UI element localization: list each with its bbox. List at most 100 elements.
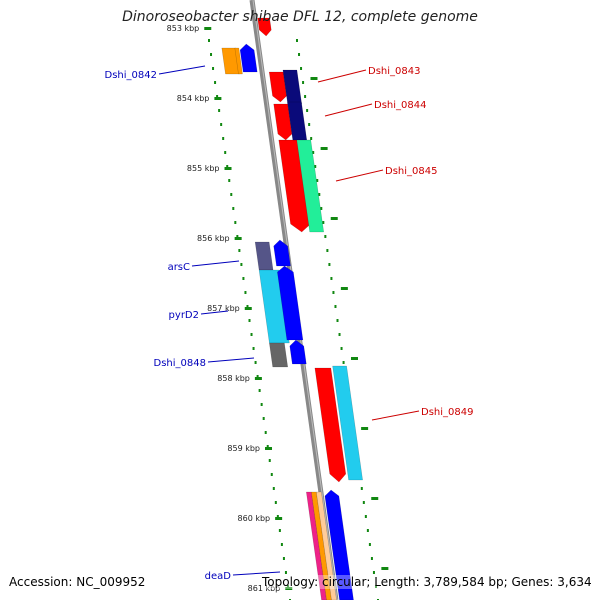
gene-label-dshi_0844: Dshi_0844 (374, 100, 426, 111)
ruler-dot (236, 235, 239, 238)
guide-dot (340, 347, 343, 350)
label-leader-line (232, 571, 281, 576)
guide-dot (334, 305, 337, 308)
gene-glyph (273, 239, 291, 267)
guide-dot (310, 137, 313, 140)
ruler-major-tick (254, 377, 262, 380)
ruler-dot (274, 501, 277, 504)
scale-label: 854 kbp (177, 94, 210, 103)
guide-dot (308, 123, 311, 126)
ruler-dot (284, 571, 287, 574)
gene-label-dshi_0845: Dshi_0845 (385, 166, 437, 177)
ruler-dot (248, 319, 251, 322)
ruler-dot (252, 347, 255, 350)
genome-summary: Topology: circular; Length: 3,789,584 bp… (262, 575, 592, 589)
gene-glyph (314, 367, 347, 483)
gene-label-dshi_0848: Dshi_0848 (154, 358, 206, 369)
guide-dot (338, 333, 341, 336)
scale-label: 861 kbp (248, 584, 281, 593)
label-leader-line (371, 410, 420, 421)
guide-major-tick (340, 287, 348, 290)
guide-dot (362, 501, 365, 504)
ruler-dot (250, 333, 253, 336)
ruler-major-tick (285, 587, 293, 590)
guide-dot (342, 361, 345, 364)
scale-label: 853 kbp (167, 24, 200, 33)
guide-dot (314, 165, 317, 168)
gene-glyph (257, 17, 272, 37)
gene-glyph (234, 47, 243, 75)
ruler-dot (278, 529, 281, 532)
gene-glyph (269, 342, 289, 368)
gene-glyph (282, 69, 302, 105)
guide-major-tick (350, 357, 358, 360)
ruler-major-tick (234, 237, 242, 240)
label-leader-line (317, 69, 367, 83)
scale-label: 855 kbp (187, 164, 220, 173)
ruler-dot (210, 53, 213, 56)
guide-dot (316, 179, 319, 182)
gene-glyph (311, 491, 332, 600)
label-leader-line (335, 169, 384, 182)
ruler-dot (216, 95, 219, 98)
guide-dot (302, 81, 305, 84)
guide-dot (328, 263, 331, 266)
guide-dot (300, 67, 303, 70)
gene-glyph (268, 71, 287, 103)
guide-dot (374, 585, 377, 588)
guide-dot (366, 529, 369, 532)
ruler-dot (262, 417, 265, 420)
guide-dot (296, 39, 298, 42)
ruler-dot (286, 585, 289, 588)
label-leader-line (207, 357, 255, 363)
ruler-dot (256, 375, 259, 378)
ruler-dot (220, 123, 223, 126)
accession-label: Accession: NC_009952 (9, 575, 146, 589)
gene-glyph (296, 139, 325, 233)
ruler-dot (244, 291, 247, 294)
ruler-dot (226, 165, 229, 168)
gene-label-dshi_0842: Dshi_0842 (105, 70, 157, 81)
scale-label: 858 kbp (217, 374, 250, 383)
gene-label-dead: deaD (205, 571, 232, 582)
guide-dot (312, 151, 315, 154)
gene-glyph (239, 43, 258, 73)
guide-dot (326, 249, 329, 252)
ruler-major-tick (204, 27, 212, 30)
ruler-dot (280, 543, 283, 546)
guide-major-tick (371, 497, 379, 500)
ruler-dot (272, 487, 275, 490)
gene-glyph (254, 241, 274, 271)
guide-dot (368, 543, 371, 546)
ruler-dot (282, 557, 285, 560)
guide-dot (360, 487, 363, 490)
gene-glyph (306, 491, 327, 600)
scale-label: 860 kbp (238, 514, 271, 523)
ruler-dot (242, 277, 245, 280)
scale-label: 859 kbp (227, 444, 260, 453)
ruler-dot (208, 39, 210, 42)
guide-major-tick (310, 77, 318, 80)
guide-major-tick (381, 567, 389, 570)
gene-glyph (289, 339, 307, 365)
ruler-major-tick (275, 517, 283, 520)
scale-label: 857 kbp (207, 304, 240, 313)
ruler-dot (230, 193, 233, 196)
guide-dot (336, 319, 339, 322)
ruler-dot (264, 431, 267, 434)
gene-label-arsc: arsC (168, 262, 190, 273)
gene-glyph (332, 365, 363, 481)
guide-major-tick (361, 427, 369, 430)
ruler-dot (224, 151, 227, 154)
guide-dot (298, 53, 301, 56)
gene-label-dshi_0849: Dshi_0849 (421, 407, 473, 418)
guide-dot (320, 207, 323, 210)
label-leader-line (200, 310, 229, 315)
gene-glyph (258, 269, 290, 344)
guide-dot (318, 193, 321, 196)
guide-dot (306, 109, 309, 112)
gene-glyph (277, 265, 304, 341)
guide-dot (372, 571, 375, 574)
ruler-dot (266, 445, 269, 448)
